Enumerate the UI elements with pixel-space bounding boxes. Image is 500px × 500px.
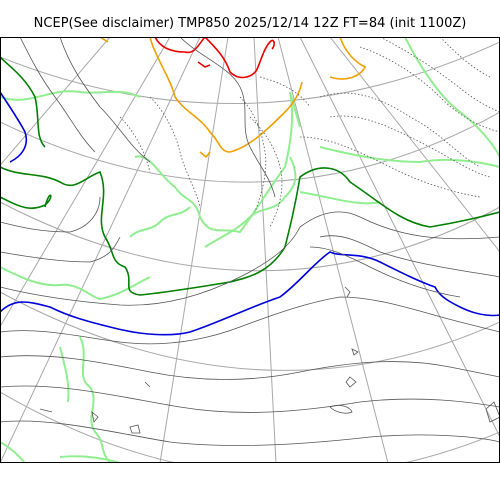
isotherm-light-green bbox=[0, 37, 500, 463]
meridian-lines bbox=[0, 37, 500, 463]
isotherm-dark-green bbox=[0, 56, 500, 296]
isotherm-red bbox=[154, 37, 275, 79]
isotherm-thin bbox=[0, 37, 500, 446]
parallel-lines bbox=[0, 41, 500, 463]
isotherm-blue bbox=[0, 91, 500, 336]
isotherm-dotted bbox=[119, 37, 500, 228]
chart-title: NCEP(See disclaimer) TMP850 2025/12/14 1… bbox=[33, 16, 467, 31]
map-frame bbox=[0, 37, 500, 463]
weather-map bbox=[0, 37, 500, 463]
